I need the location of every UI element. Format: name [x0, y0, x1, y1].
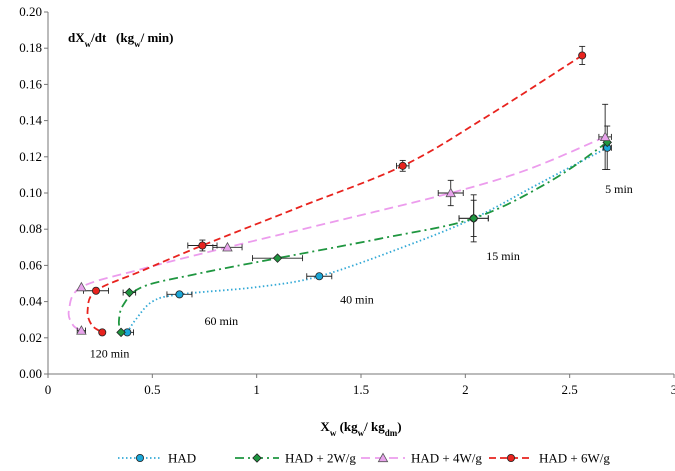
- legend-marker-had-6w-g: [506, 453, 515, 462]
- x-tick-label: 0.5: [144, 382, 160, 397]
- y-tick-label: 0.06: [19, 257, 42, 272]
- y-axis-title-sub1: w: [85, 39, 92, 49]
- y-tick-label: 0.02: [19, 330, 42, 345]
- series-line-had-6w-g: [86, 54, 583, 334]
- data-point-had-4w-g: [599, 131, 611, 141]
- data-point-had-2w-g: [272, 253, 283, 263]
- y-tick-label: 0.12: [19, 149, 42, 164]
- y-tick-label: 0.16: [19, 76, 42, 91]
- data-point-had-6w-g: [198, 241, 207, 250]
- time-label: 60 min: [205, 314, 239, 328]
- axes: 0 0.5 1 1.5 2 2.5 3 0.00 0.02 0.04 0.06 0.08 0.10 0.1…: [19, 4, 675, 397]
- y-tick-label: 0.20: [19, 4, 42, 19]
- series-curves: [67, 54, 608, 334]
- x-axis-title-end: ): [397, 419, 401, 434]
- y-axis-title-main: dX: [68, 30, 85, 45]
- data-point-had-6w-g: [398, 161, 407, 170]
- data-markers: [76, 51, 612, 338]
- x-tick-label: 2.5: [562, 382, 578, 397]
- time-annotations: 5 min 15 min 40 min 60 min 120 min: [90, 182, 633, 361]
- x-axis-title-sub2: w: [358, 428, 365, 438]
- y-tick-label: 0.08: [19, 221, 42, 236]
- x-axis-title-mid: (kg: [336, 419, 358, 434]
- time-label: 5 min: [605, 182, 633, 196]
- x-tick-label: 1.5: [353, 382, 369, 397]
- y-tick-label: 0.18: [19, 40, 42, 55]
- data-point-had: [315, 272, 324, 281]
- time-label: 120 min: [90, 347, 130, 361]
- y-axis-title-sub2: w: [134, 39, 141, 49]
- legend: HAD HAD + 2W/g HAD + 4W/g HAD + 6W/g: [118, 451, 610, 466]
- legend-label: HAD: [168, 451, 196, 466]
- data-point-had-4w-g: [445, 187, 457, 198]
- data-point-had-6w-g: [578, 51, 587, 60]
- legend-label: HAD + 2W/g: [285, 451, 356, 466]
- y-tick-label: 0.14: [19, 113, 42, 128]
- series-line-had-2w-g: [117, 141, 608, 333]
- y-tick-label: 0.10: [19, 185, 42, 200]
- x-axis-title-sub1: w: [330, 428, 337, 438]
- legend-marker-had: [135, 453, 144, 462]
- x-tick-label: 3: [671, 382, 675, 397]
- x-tick-label: 1: [253, 382, 260, 397]
- data-point-had-2w-g: [116, 327, 126, 338]
- data-point-had-4w-g: [76, 325, 87, 335]
- time-label: 40 min: [340, 292, 374, 306]
- data-point-had-2w-g: [124, 287, 135, 298]
- time-label: 15 min: [486, 249, 520, 263]
- data-point-had: [175, 290, 184, 299]
- x-axis-title: Xw (kgw/ kgdm): [320, 419, 401, 438]
- y-tick-label: 0.04: [19, 294, 42, 309]
- y-axis-title-mid: /dt (kg: [90, 30, 134, 45]
- data-point-had-4w-g: [76, 281, 87, 292]
- legend-marker-had-2w-g: [252, 453, 262, 463]
- legend-marker-had-4w-g: [377, 452, 389, 463]
- y-axis-title-end: / min): [140, 30, 174, 45]
- x-axis-title-main: X: [320, 419, 330, 434]
- x-tick-label: 0: [45, 382, 52, 397]
- x-axis-title-sub3: dm: [385, 428, 398, 438]
- data-point-had-2w-g: [468, 213, 479, 224]
- data-point-had-6w-g: [91, 286, 100, 295]
- data-point-had-6w-g: [98, 328, 107, 337]
- x-axis-title-mid2: / kg: [363, 419, 385, 434]
- x-tick-label: 2: [462, 382, 469, 397]
- series-line-had: [126, 147, 608, 333]
- legend-label: HAD + 4W/g: [411, 451, 482, 466]
- y-tick-label: 0.00: [19, 366, 42, 381]
- legend-label: HAD + 6W/g: [539, 451, 610, 466]
- data-point-had-4w-g: [222, 241, 233, 252]
- y-axis-title: dXw/dt (kgw/ min): [68, 30, 173, 49]
- series-line-had-4w-g: [67, 136, 606, 332]
